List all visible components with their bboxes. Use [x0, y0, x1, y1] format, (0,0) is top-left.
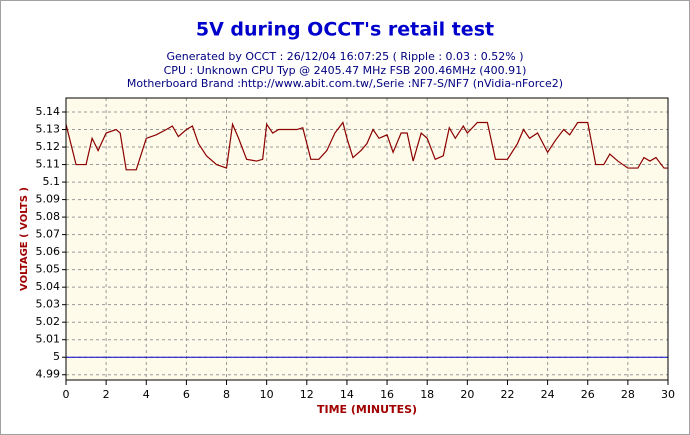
subtitle: Generated by OCCT : 26/12/04 16:07:25 ( … — [167, 50, 524, 63]
y-tick-label: 5.11 — [36, 158, 61, 171]
subtitle: Motherboard Brand :http://www.abit.com.t… — [127, 77, 563, 90]
y-tick-label: 5.12 — [36, 140, 61, 153]
x-tick-label: 14 — [340, 388, 354, 401]
x-tick-label: 18 — [420, 388, 434, 401]
x-tick-label: 10 — [260, 388, 274, 401]
x-tick-label: 12 — [300, 388, 314, 401]
y-tick-label: 5.02 — [36, 315, 61, 328]
plot-border — [65, 97, 669, 381]
x-tick-label: 0 — [63, 388, 70, 401]
y-tick-label: 5.08 — [36, 210, 61, 223]
y-tick-label: 5.09 — [36, 193, 61, 206]
chart-title: 5V during OCCT's retail test — [196, 19, 494, 41]
y-tick-label: 5.04 — [36, 280, 61, 293]
data-line — [65, 121, 668, 171]
y-tick-label: 5.06 — [36, 245, 61, 258]
y-tick-label: 5.01 — [36, 333, 61, 346]
x-tick-label: 2 — [103, 388, 110, 401]
y-tick-label: 5.13 — [36, 123, 61, 136]
y-tick-label: 4.99 — [36, 368, 61, 381]
x-tick-label: 22 — [500, 388, 514, 401]
x-tick-label: 4 — [143, 388, 150, 401]
x-axis-label: TIME (MINUTES) — [317, 403, 417, 416]
y-axis-label: VOLTAGE ( VOLTS ) — [19, 187, 30, 291]
plot-area — [66, 98, 668, 380]
y-tick-label: 5.14 — [36, 105, 61, 118]
y-tick-label: 5.07 — [36, 228, 61, 241]
x-tick-label: 16 — [380, 388, 394, 401]
x-tick-label: 6 — [183, 388, 190, 401]
y-tick-label: 5.05 — [36, 263, 61, 276]
x-tick-label: 20 — [460, 388, 474, 401]
x-tick-label: 26 — [581, 388, 595, 401]
x-tick-label: 30 — [661, 388, 675, 401]
y-tick-label: 5.03 — [36, 298, 61, 311]
x-tick-label: 28 — [621, 388, 635, 401]
y-tick-label: 5 — [53, 350, 60, 363]
subtitle: CPU : Unknown CPU Typ @ 2405.47 MHz FSB … — [164, 64, 527, 77]
x-tick-label: 8 — [223, 388, 230, 401]
x-tick-label: 24 — [541, 388, 555, 401]
y-tick-label: 5.1 — [43, 175, 61, 188]
